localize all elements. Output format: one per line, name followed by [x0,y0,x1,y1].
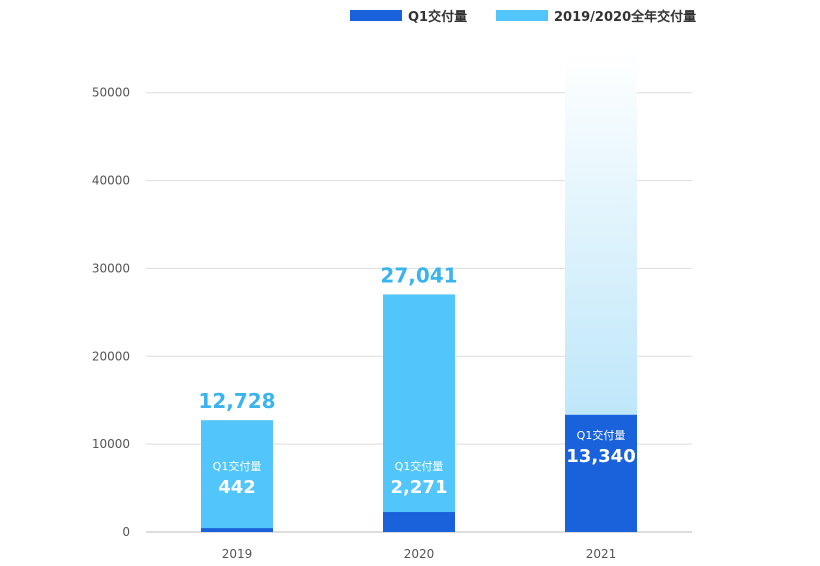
q1-value-label: 2,271 [391,477,448,498]
q1-inner-name-label: Q1交付量 [213,459,262,473]
y-tick-label: 40000 [92,174,130,188]
q1-inner-name-label: Q1交付量 [395,459,444,473]
bar-q1-2021 [565,414,637,532]
legend-label-full-year: 2019/2020全年交付量 [554,9,697,25]
x-tick-label: 2019 [222,547,253,561]
y-tick-label: 0 [122,525,130,539]
x-tick-label: 2020 [404,547,435,561]
legend-swatch-q1 [350,9,402,21]
y-tick-label: 10000 [92,437,130,451]
bar-q1-2020 [383,512,455,532]
bar-full-year-2019 [201,420,273,532]
q1-inner-name-label: Q1交付量 [577,428,626,442]
y-tick-label: 50000 [92,86,130,100]
legend-swatch-full-year [496,9,548,21]
bar-full-year-2020 [383,294,455,532]
legend-item-q1: Q1交付量 [350,6,468,25]
full-year-value-label: 12,728 [198,389,275,413]
q1-value-label: 442 [218,477,256,498]
full-year-value-label: 27,041 [380,263,457,287]
x-tick-label: 2021 [586,547,617,561]
y-tick-label: 30000 [92,261,130,275]
legend-item-full-year: 2019/2020全年交付量 [496,6,697,25]
bar-q1-2019 [201,528,273,532]
y-tick-label: 20000 [92,349,130,363]
legend-label-q1: Q1交付量 [408,9,468,25]
q1-value-label: 13,340 [566,446,635,467]
